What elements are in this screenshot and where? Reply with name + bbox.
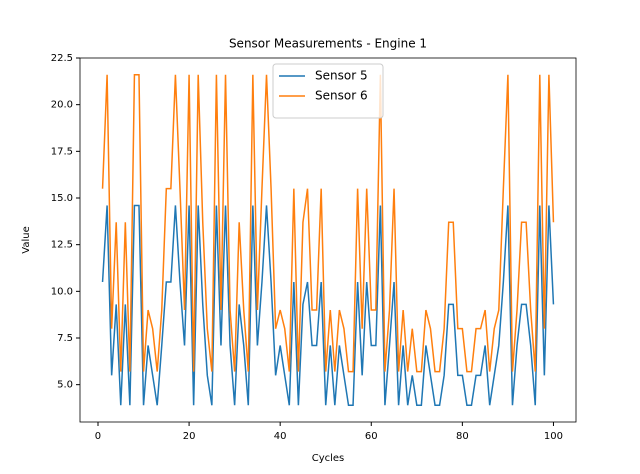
y-tick-label: 10.0: [51, 286, 73, 297]
y-tick-label: 22.5: [51, 53, 73, 64]
x-tick-label: 60: [365, 431, 378, 442]
x-tick-label: 100: [544, 431, 563, 442]
plot-frame: [79, 57, 577, 423]
y-axis-label: Value: [21, 226, 32, 253]
legend-box: [272, 63, 384, 119]
x-tick-label: 40: [274, 431, 287, 442]
x-axis-label: Cycles: [312, 453, 345, 464]
y-tick-label: 15.0: [51, 193, 73, 204]
chart-title: Sensor Measurements - Engine 1: [229, 37, 427, 51]
y-tick-label: 12.5: [51, 240, 73, 251]
x-tick-label: 80: [456, 431, 469, 442]
x-tick-label: 20: [183, 431, 196, 442]
legend-label: Sensor 5: [315, 69, 368, 83]
x-tick-label: 0: [95, 431, 101, 442]
legend-label: Sensor 6: [315, 89, 368, 103]
y-tick-label: 17.5: [51, 146, 73, 157]
y-tick-label: 7.5: [57, 333, 73, 344]
y-tick-label: 5.0: [57, 380, 73, 391]
line-series: [101, 74, 555, 373]
y-tick-label: 20.0: [51, 100, 73, 111]
line-series: [101, 204, 555, 406]
